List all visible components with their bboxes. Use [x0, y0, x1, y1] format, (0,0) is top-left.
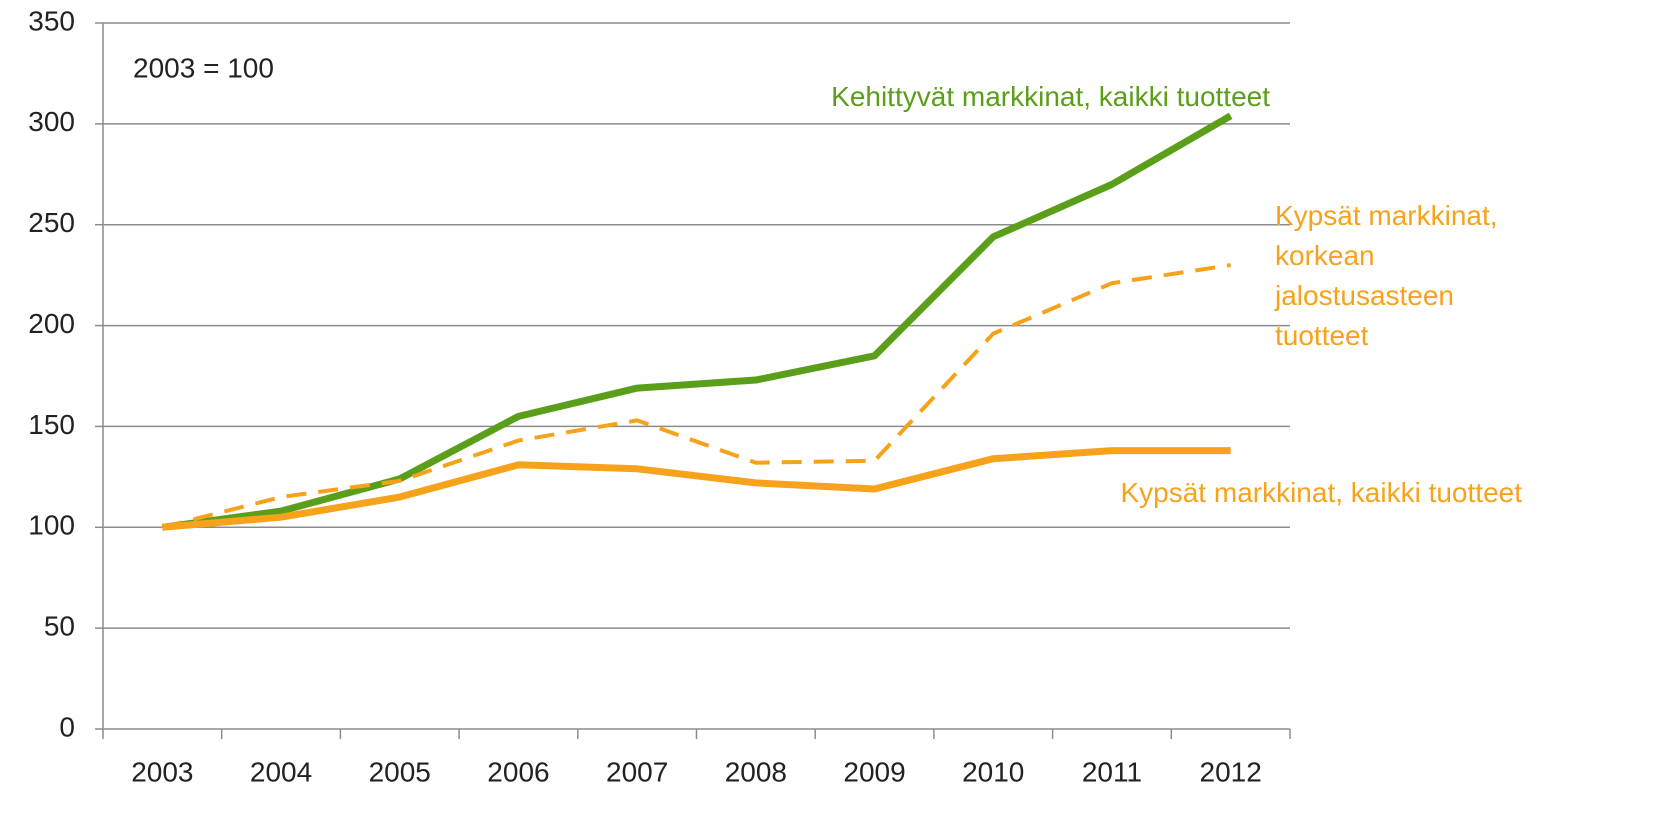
y-tick-label: 50 [44, 611, 75, 642]
series-line [162, 447, 1231, 531]
annotation: 2003 = 100 [133, 52, 274, 83]
x-tick-label: 2008 [725, 756, 787, 787]
series-label: Kypsät markkinat, kaikki tuotteet [1120, 477, 1522, 508]
series-line [161, 112, 1233, 531]
y-tick-label: 100 [28, 510, 75, 541]
x-tick-label: 2007 [606, 756, 668, 787]
x-tick-label: 2004 [250, 756, 312, 787]
y-tick-label: 250 [28, 207, 75, 238]
y-tick-label: 0 [59, 711, 75, 742]
series-label: Kypsät markkinat, korkean jalostusasteen… [1275, 200, 1498, 351]
x-tick-label: 2003 [131, 756, 193, 787]
y-tick-label: 300 [28, 106, 75, 137]
x-tick-label: 2010 [962, 756, 1024, 787]
series-label: Kehittyvät markkinat, kaikki tuotteet [831, 81, 1270, 112]
x-tick-label: 2011 [1082, 756, 1142, 787]
series-line [161, 263, 1231, 530]
y-tick-label: 200 [28, 308, 75, 339]
y-tick-label: 350 [28, 5, 75, 36]
x-tick-label: 2012 [1200, 756, 1262, 787]
y-tick-label: 150 [28, 409, 75, 440]
x-tick-label: 2006 [487, 756, 549, 787]
x-tick-label: 2009 [843, 756, 905, 787]
x-tick-label: 2005 [369, 756, 431, 787]
